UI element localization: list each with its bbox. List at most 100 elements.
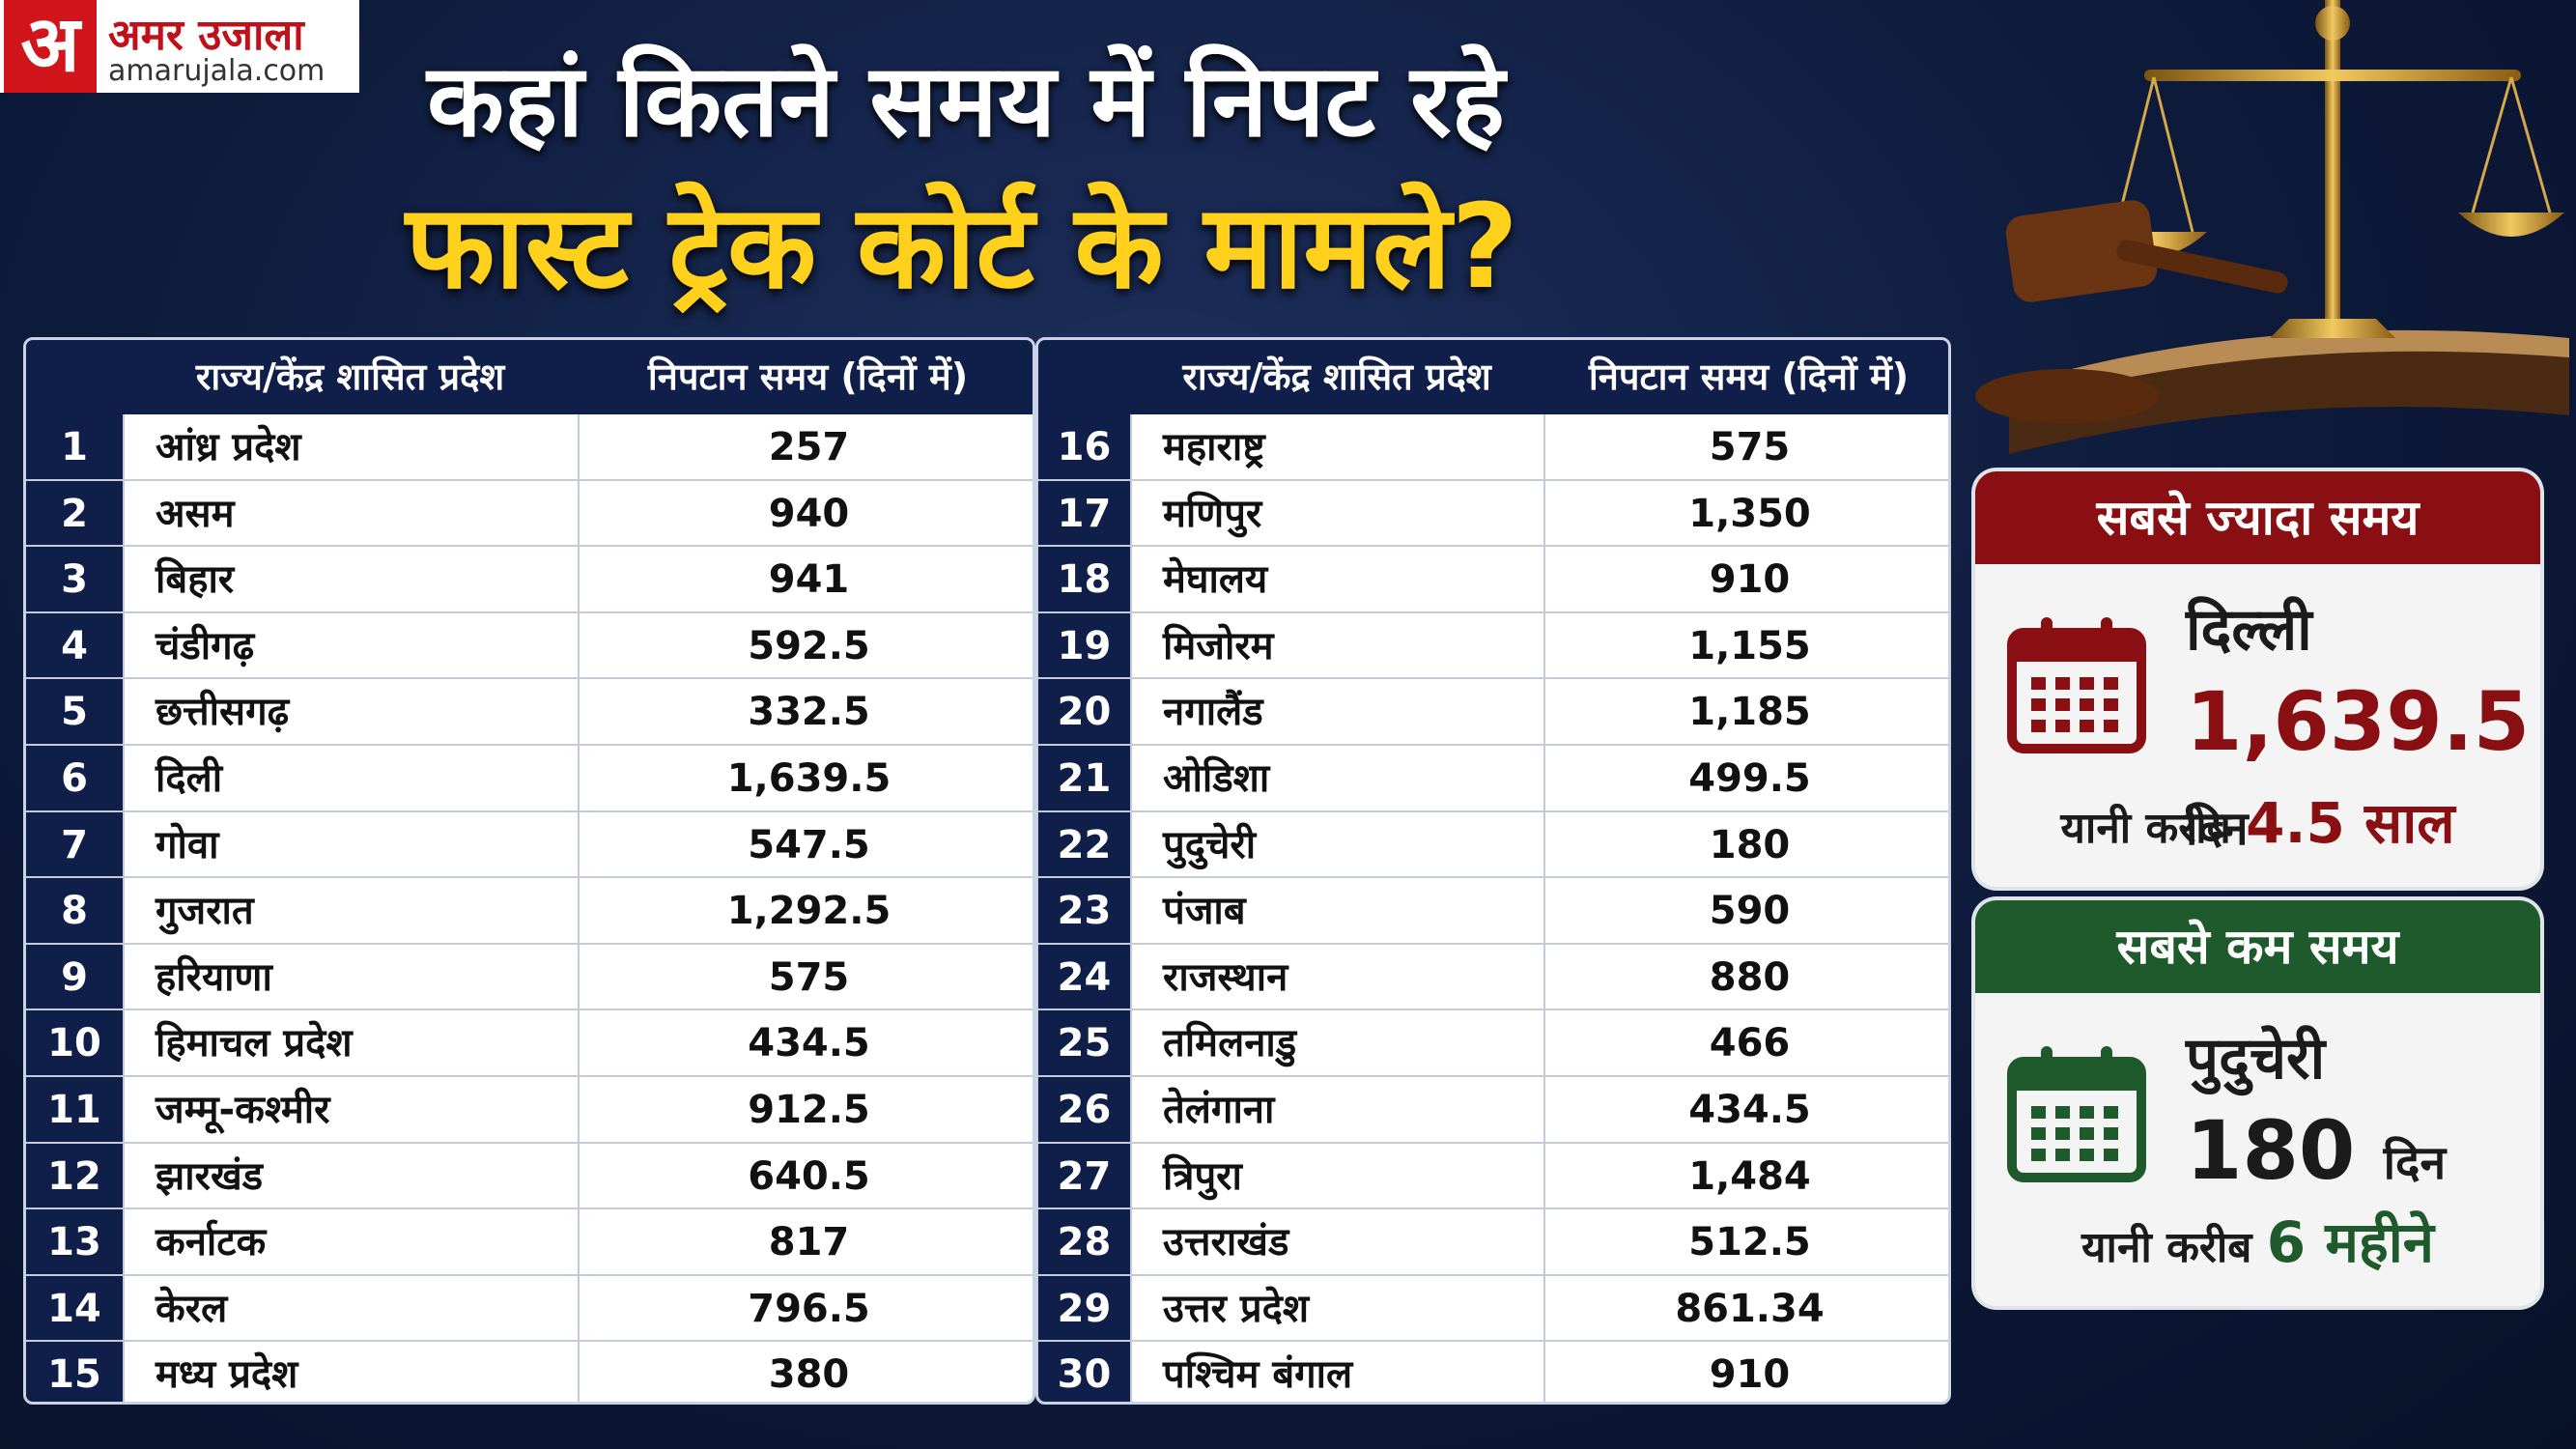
row-number: 17	[1038, 480, 1130, 548]
disposal-days: 861.34	[1543, 1275, 1948, 1343]
header-time: निपटान समय (दिनों में)	[1543, 340, 1948, 414]
card-min: सबसे कम समय पुदुचेरी 180 दिन यानी करीब 6 म…	[1975, 900, 2540, 1306]
card-place: पुदुचेरी	[2186, 1025, 2326, 1093]
row-number: 6	[26, 746, 123, 812]
state-name: गुजरात	[123, 878, 578, 945]
row-number: 2	[26, 480, 123, 548]
state-name: राजस्थान	[1130, 944, 1543, 1011]
header-blank	[26, 340, 123, 414]
row-number: 26	[1038, 1077, 1130, 1144]
row-number: 5	[26, 679, 123, 746]
card-unit: दिन	[2383, 1136, 2447, 1190]
disposal-days: 434.5	[1543, 1077, 1948, 1144]
header-state: राज्य/केंद्र शासित प्रदेश	[123, 340, 578, 414]
row-number: 15	[26, 1342, 123, 1402]
logo: अ अमर उजाला amarujala.com	[0, 0, 359, 93]
row-number: 14	[26, 1275, 123, 1343]
disposal-days: 590	[1543, 878, 1948, 945]
state-name: महाराष्ट्र	[1130, 414, 1543, 481]
state-name: हिमाचल प्रदेश	[123, 1010, 578, 1077]
row-number: 18	[1038, 547, 1130, 613]
disposal-days: 1,185	[1543, 679, 1948, 746]
disposal-days: 575	[1543, 414, 1948, 481]
disposal-days: 180	[1543, 811, 1948, 879]
state-name: जम्मू-कश्मीर	[123, 1077, 578, 1144]
title-line1: कहां कितने समय में निपट रहे	[427, 42, 1505, 159]
card-heading: सबसे ज्यादा समय	[1975, 471, 2540, 564]
state-name: नगालैंड	[1130, 679, 1543, 746]
table-left: राज्य/केंद्र शासित प्रदेश निपटान समय (दिन…	[23, 337, 1035, 1405]
row-number: 19	[1038, 612, 1130, 680]
row-number: 27	[1038, 1143, 1130, 1210]
row-number: 9	[26, 944, 123, 1011]
state-name: उत्तर प्रदेश	[1130, 1275, 1543, 1343]
card-value: 1,639.5	[2186, 674, 2531, 769]
disposal-days: 1,292.5	[578, 878, 1033, 945]
card-note: यानी करीब	[2081, 1223, 2252, 1272]
state-name: मध्य प्रदेश	[123, 1342, 578, 1402]
row-number: 13	[26, 1209, 123, 1276]
disposal-days: 880	[1543, 944, 1948, 1011]
state-name: मेघालय	[1130, 547, 1543, 613]
card-duration: 4.5 साल	[2246, 790, 2455, 856]
disposal-days: 592.5	[578, 612, 1033, 680]
state-name: पुदुचेरी	[1130, 811, 1543, 879]
state-name: कर्नाटक	[123, 1209, 578, 1276]
card-unit: दिन	[2186, 802, 2249, 856]
card-note-line: यानी करीब 6 महीने	[1975, 1202, 2540, 1278]
disposal-days: 910	[1543, 547, 1948, 613]
header-state: राज्य/केंद्र शासित प्रदेश	[1130, 340, 1543, 414]
card-heading: सबसे कम समय	[1975, 900, 2540, 993]
state-name: केरल	[123, 1275, 578, 1343]
state-name: हरियाणा	[123, 944, 578, 1011]
state-name: ओडिशा	[1130, 746, 1543, 812]
row-number: 20	[1038, 679, 1130, 746]
disposal-days: 257	[578, 414, 1033, 481]
disposal-days: 910	[1543, 1342, 1948, 1402]
table-right: राज्य/केंद्र शासित प्रदेश निपटान समय (दिन…	[1035, 337, 1951, 1405]
state-name: झारखंड	[123, 1143, 578, 1210]
state-name: तेलंगाना	[1130, 1077, 1543, 1144]
state-name: पश्चिम बंगाल	[1130, 1342, 1543, 1402]
disposal-days: 1,639.5	[578, 746, 1033, 812]
state-name: चंडीगढ़	[123, 612, 578, 680]
card-value-line: 1,639.5 दिन	[2186, 674, 2540, 864]
state-name: असम	[123, 480, 578, 548]
row-number: 10	[26, 1010, 123, 1077]
scales-illustration	[1975, 0, 2569, 454]
disposal-days: 512.5	[1543, 1209, 1948, 1276]
row-number: 1	[26, 414, 123, 481]
state-name: पंजाब	[1130, 878, 1543, 945]
disposal-days: 434.5	[578, 1010, 1033, 1077]
disposal-days: 912.5	[578, 1077, 1033, 1144]
disposal-days: 1,484	[1543, 1143, 1948, 1210]
logo-name: अमर उजाला	[108, 11, 304, 60]
row-number: 28	[1038, 1209, 1130, 1276]
row-number: 16	[1038, 414, 1130, 481]
row-number: 22	[1038, 811, 1130, 879]
title-line2: फास्ट ट्रेक कोर्ट के मामले?	[406, 181, 1518, 315]
state-name: गोवा	[123, 811, 578, 879]
header-blank	[1038, 340, 1130, 414]
disposal-days: 547.5	[578, 811, 1033, 879]
row-number: 25	[1038, 1010, 1130, 1077]
card-max: सबसे ज्यादा समय दिल्ली 1,639.5 दिन यानी कर…	[1975, 471, 2540, 887]
disposal-days: 466	[1543, 1010, 1948, 1077]
row-number: 24	[1038, 944, 1130, 1011]
disposal-days: 1,155	[1543, 612, 1948, 680]
card-place: दिल्ली	[2186, 596, 2312, 664]
disposal-days: 796.5	[578, 1275, 1033, 1343]
row-number: 3	[26, 547, 123, 613]
state-name: मिजोरम	[1130, 612, 1543, 680]
state-name: तमिलनाडु	[1130, 1010, 1543, 1077]
row-number: 11	[26, 1077, 123, 1144]
card-note-line: यानी करीब 4.5 साल	[1975, 782, 2540, 859]
logo-site: amarujala.com	[108, 54, 326, 88]
card-note: यानी करीब	[2060, 804, 2231, 853]
state-name: छत्तीसगढ़	[123, 679, 578, 746]
logo-letter: अ	[4, 0, 97, 93]
state-name: दिली	[123, 746, 578, 812]
disposal-days: 575	[578, 944, 1033, 1011]
calendar-icon	[2007, 617, 2146, 753]
